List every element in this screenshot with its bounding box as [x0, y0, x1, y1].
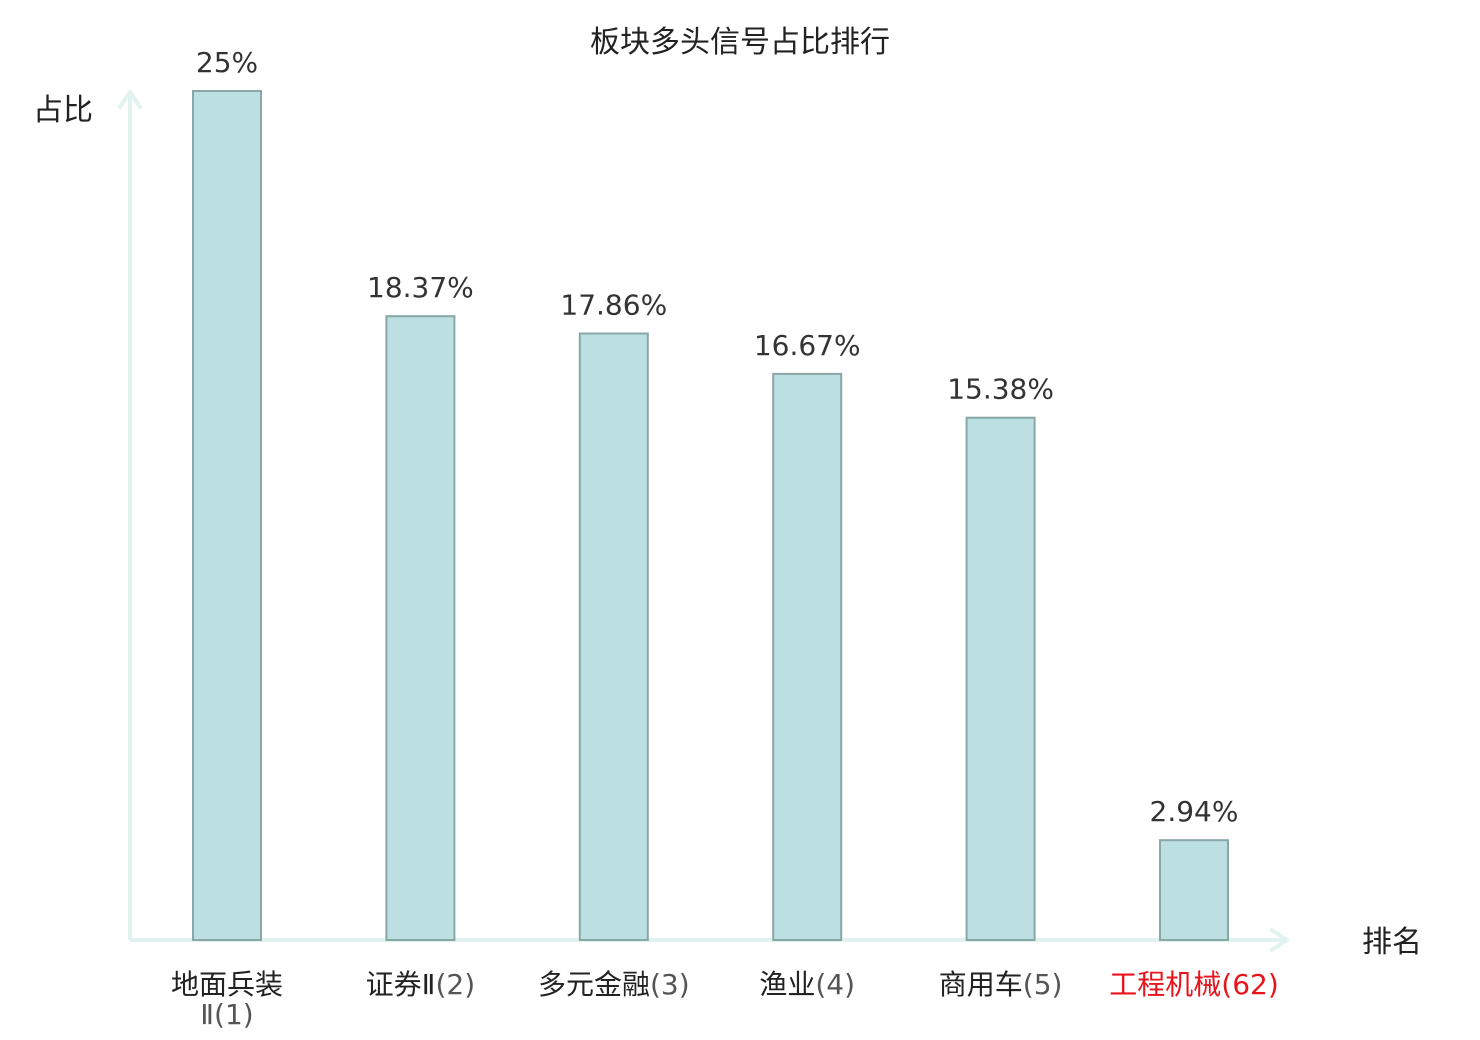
bar-6 [1159, 839, 1229, 942]
category-label-3: 多元金融(3) [538, 968, 690, 1001]
value-label-3: 17.86% [560, 289, 667, 322]
value-label-4: 16.67% [754, 329, 861, 362]
category-label-2: 证券Ⅱ(2) [366, 968, 475, 1001]
chart-title: 板块多头信号占比排行 [590, 25, 890, 60]
value-label-6: 2.94% [1150, 795, 1239, 828]
category-label-5: 商用车(5) [939, 968, 1063, 1001]
category-label-6: 工程机械(62) [1109, 968, 1279, 1001]
value-label-1: 25% [196, 46, 258, 79]
value-label-2: 18.37% [367, 271, 474, 304]
value-labels-group: 25% 18.37% 17.86% 16.67% 15.38% 2.94% [196, 46, 1239, 828]
bar-3 [578, 332, 649, 941]
bar-5 [965, 416, 1036, 941]
bar-1 [192, 90, 262, 941]
bars-group [192, 90, 1229, 942]
category-labels-group: 地面兵装 Ⅱ(1) 证券Ⅱ(2) 多元金融(3) 渔业(4) 商用车(5) 工程机械(62) [171, 968, 1279, 1031]
category-label-1: 地面兵装 Ⅱ(1) [171, 968, 283, 1031]
y-axis-label: 占比 [33, 93, 93, 128]
x-axis-label: 排名 [1362, 925, 1422, 960]
value-label-5: 15.38% [947, 373, 1054, 406]
category-label-4: 渔业(4) [759, 968, 855, 1001]
bar-2 [385, 315, 456, 941]
bar-4 [772, 372, 843, 941]
x-axis-arrow [1270, 928, 1289, 952]
y-axis-arrow [118, 90, 142, 109]
